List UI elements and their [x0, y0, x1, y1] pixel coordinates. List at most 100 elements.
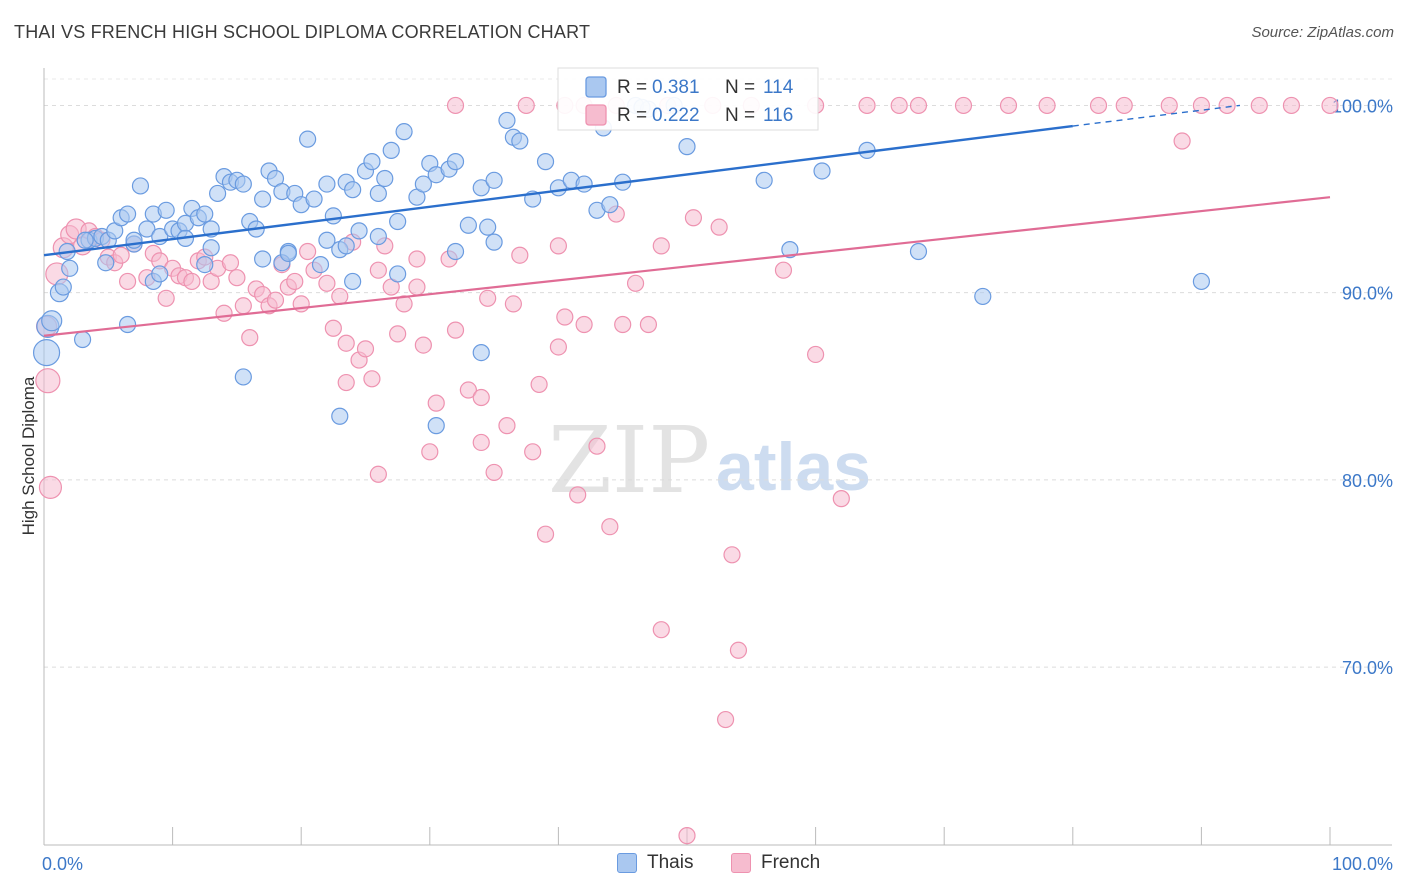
data-point-thais[interactable]	[54, 278, 72, 296]
data-point-thais[interactable]	[125, 231, 143, 249]
data-point-thais[interactable]	[755, 171, 773, 189]
data-point-thais[interactable]	[151, 265, 169, 283]
data-point-thais[interactable]	[234, 175, 252, 193]
data-point-thais[interactable]	[498, 111, 516, 130]
data-point-french[interactable]	[389, 325, 407, 343]
data-point-thais[interactable]	[76, 231, 94, 249]
data-point-thais[interactable]	[344, 272, 362, 291]
data-point-thais[interactable]	[118, 315, 137, 334]
data-point-thais[interactable]	[41, 310, 63, 332]
data-point-french[interactable]	[652, 621, 670, 639]
data-point-thais[interactable]	[363, 153, 381, 171]
data-point-thais[interactable]	[32, 338, 61, 367]
data-point-french[interactable]	[556, 308, 574, 326]
data-point-thais[interactable]	[813, 162, 831, 180]
data-point-french[interactable]	[1160, 96, 1178, 115]
data-point-french[interactable]	[472, 433, 490, 452]
data-point-french[interactable]	[183, 272, 201, 291]
data-point-thais[interactable]	[446, 242, 465, 261]
data-point-french[interactable]	[299, 242, 317, 261]
data-point-french[interactable]	[498, 417, 516, 435]
data-point-french[interactable]	[909, 96, 928, 115]
data-point-french[interactable]	[575, 315, 593, 334]
data-point-french[interactable]	[999, 96, 1018, 115]
data-point-french[interactable]	[832, 490, 850, 508]
data-point-thais[interactable]	[909, 242, 928, 261]
data-point-thais[interactable]	[678, 138, 696, 156]
data-point-thais[interactable]	[209, 184, 227, 203]
data-point-french[interactable]	[639, 315, 658, 334]
data-point-french[interactable]	[511, 246, 529, 264]
data-point-french[interactable]	[1089, 96, 1108, 115]
data-point-thais[interactable]	[331, 407, 349, 425]
data-point-thais[interactable]	[318, 175, 336, 193]
data-point-french[interactable]	[652, 237, 670, 255]
data-point-thais[interactable]	[369, 227, 387, 246]
data-point-french[interactable]	[221, 254, 240, 272]
legend-item-thais[interactable]: Thais	[617, 852, 693, 874]
data-point-french[interactable]	[421, 443, 439, 461]
data-point-thais[interactable]	[472, 179, 490, 197]
data-point-thais[interactable]	[1192, 272, 1211, 291]
data-point-french[interactable]	[446, 96, 465, 115]
data-point-thais[interactable]	[337, 237, 355, 255]
data-point-french[interactable]	[1038, 96, 1056, 115]
data-point-french[interactable]	[331, 287, 349, 306]
data-point-french[interactable]	[38, 475, 63, 499]
data-point-french[interactable]	[723, 546, 741, 564]
data-point-thais[interactable]	[234, 368, 252, 386]
data-point-french[interactable]	[954, 96, 973, 115]
data-point-thais[interactable]	[157, 201, 175, 219]
data-point-french[interactable]	[1282, 96, 1301, 115]
data-point-thais[interactable]	[254, 250, 272, 268]
data-point-french[interactable]	[530, 375, 548, 394]
data-point-thais[interactable]	[311, 255, 330, 274]
data-point-thais[interactable]	[376, 169, 394, 188]
data-point-french[interactable]	[1218, 96, 1236, 115]
data-point-french[interactable]	[337, 334, 355, 352]
data-point-french[interactable]	[588, 437, 606, 455]
data-point-french[interactable]	[414, 336, 432, 354]
data-point-thais[interactable]	[254, 190, 272, 208]
data-point-thais[interactable]	[575, 175, 593, 193]
data-point-french[interactable]	[286, 272, 304, 291]
data-point-thais[interactable]	[350, 222, 368, 240]
data-point-french[interactable]	[524, 443, 542, 461]
data-point-french[interactable]	[806, 345, 825, 364]
data-point-french[interactable]	[408, 250, 426, 268]
data-point-thais[interactable]	[446, 153, 465, 171]
data-point-thais[interactable]	[511, 132, 529, 150]
data-point-french[interactable]	[369, 465, 387, 483]
data-point-thais[interactable]	[202, 239, 220, 257]
data-point-french[interactable]	[626, 274, 645, 292]
data-point-thais[interactable]	[427, 417, 445, 435]
data-point-french[interactable]	[241, 329, 259, 347]
data-point-thais[interactable]	[395, 123, 413, 141]
data-point-french[interactable]	[228, 269, 246, 287]
data-point-french[interactable]	[1321, 96, 1339, 115]
data-point-french[interactable]	[716, 710, 735, 729]
data-point-thais[interactable]	[472, 343, 490, 362]
data-point-thais[interactable]	[344, 181, 362, 199]
data-point-thais[interactable]	[382, 141, 400, 159]
data-point-thais[interactable]	[601, 196, 619, 214]
data-point-french[interactable]	[858, 96, 876, 115]
data-point-french[interactable]	[324, 319, 342, 337]
data-point-thais[interactable]	[389, 212, 407, 231]
data-point-thais[interactable]	[369, 184, 387, 203]
data-point-thais[interactable]	[305, 190, 323, 208]
data-point-thais[interactable]	[138, 220, 156, 238]
data-point-thais[interactable]	[299, 130, 317, 148]
data-point-french[interactable]	[266, 291, 285, 309]
data-point-french[interactable]	[118, 272, 137, 291]
data-point-french[interactable]	[112, 246, 130, 264]
data-point-french[interactable]	[614, 315, 632, 334]
data-point-french[interactable]	[35, 368, 61, 394]
data-point-french[interactable]	[684, 209, 703, 227]
data-point-french[interactable]	[427, 394, 445, 412]
data-point-french[interactable]	[215, 304, 233, 322]
data-point-thais[interactable]	[479, 218, 497, 236]
data-point-french[interactable]	[485, 463, 503, 482]
data-point-french[interactable]	[157, 289, 175, 307]
data-point-thais[interactable]	[389, 265, 407, 283]
